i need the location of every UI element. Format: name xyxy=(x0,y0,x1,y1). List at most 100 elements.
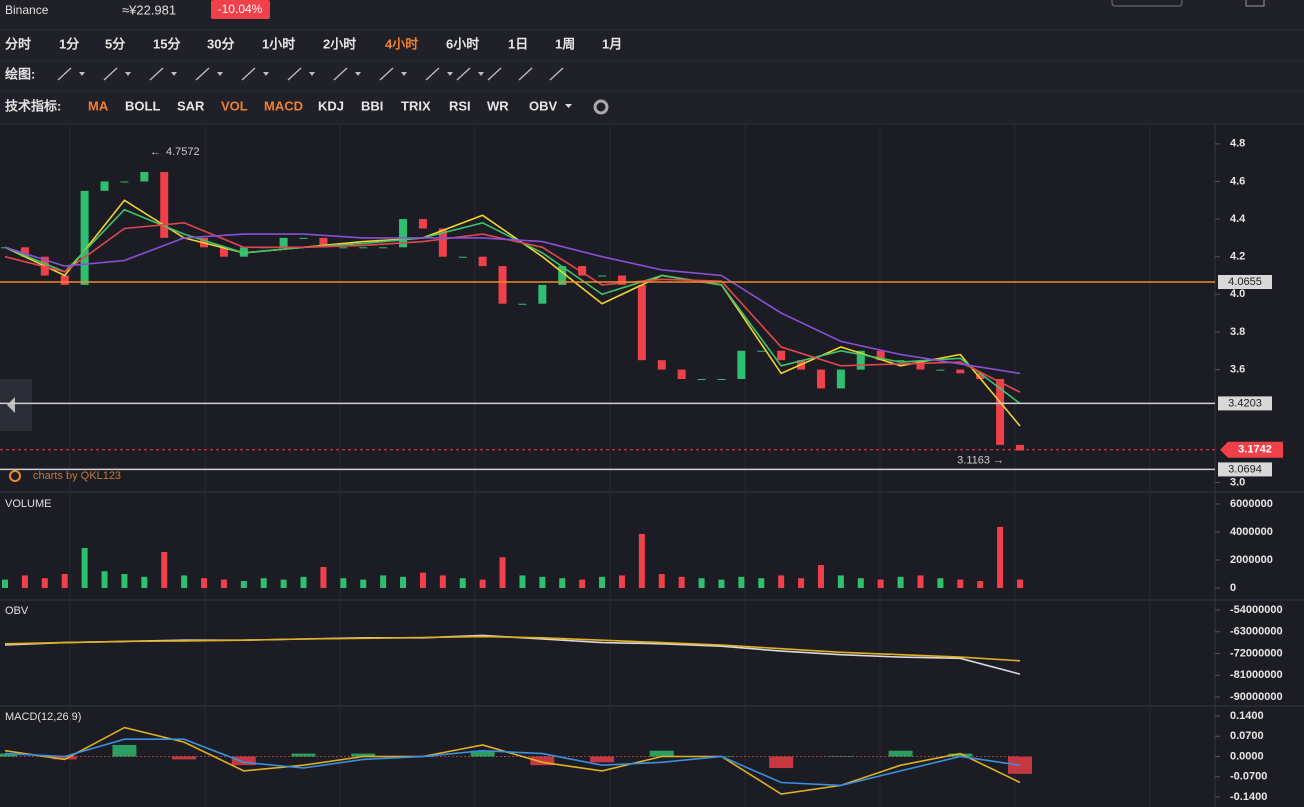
volume-bar xyxy=(360,579,367,589)
volume-bar xyxy=(380,575,387,589)
indicator-line xyxy=(4,738,1021,787)
y-tick-label: 4000000 xyxy=(1230,526,1273,538)
y-tick-label: 4.8 xyxy=(1230,138,1245,150)
dropdown xyxy=(79,72,85,76)
y-tick-label: -81000000 xyxy=(1230,669,1283,681)
timeframe[interactable]: 1小时 xyxy=(262,36,295,51)
candle xyxy=(518,303,527,305)
tool-icon[interactable] xyxy=(379,67,394,81)
tool-icon[interactable] xyxy=(149,67,164,81)
candle xyxy=(976,373,985,379)
y-tick-label: 4.4 xyxy=(1230,213,1246,225)
dropdown xyxy=(355,72,361,76)
indicator-line xyxy=(4,233,1021,375)
candle xyxy=(836,369,845,389)
tool-icon[interactable] xyxy=(518,67,533,81)
last-price-label: 3.1742 xyxy=(1238,444,1272,456)
tool-icon[interactable] xyxy=(287,67,302,81)
candle xyxy=(498,266,507,304)
volume-bar xyxy=(877,579,884,589)
candle xyxy=(359,247,368,249)
candle xyxy=(339,247,348,249)
histogram-bar xyxy=(0,753,17,757)
indicator-line xyxy=(4,635,1021,662)
volume-bar xyxy=(300,576,307,589)
indicator[interactable]: SAR xyxy=(177,98,205,113)
price: ≈¥22.981 xyxy=(122,2,176,17)
panel-title: OBV xyxy=(5,605,29,617)
candle xyxy=(60,275,69,285)
tool-icon[interactable] xyxy=(456,67,471,81)
candle xyxy=(538,284,547,304)
indicator-label: 技术指标: xyxy=(5,98,61,113)
candle xyxy=(100,181,109,191)
indicator[interactable]: WR xyxy=(487,98,509,113)
candle xyxy=(478,256,487,267)
y-tick-label: -0.0700 xyxy=(1230,771,1267,783)
dropdown xyxy=(565,104,572,108)
histogram-bar xyxy=(769,756,794,769)
volume-bar xyxy=(479,579,486,589)
tool-icon[interactable] xyxy=(549,67,564,81)
volume-bar xyxy=(718,579,725,589)
timeframe[interactable]: 1月 xyxy=(602,36,622,51)
y-tick-label: -63000000 xyxy=(1230,626,1283,638)
indicator-line xyxy=(4,221,1021,393)
volume-bar xyxy=(419,572,426,589)
volume-bar xyxy=(738,576,745,589)
volume-bar xyxy=(559,578,566,589)
indicator[interactable]: VOL xyxy=(221,98,248,113)
indicator[interactable]: RSI xyxy=(449,98,471,113)
indicator[interactable]: OBV xyxy=(529,98,558,113)
volume-bar xyxy=(798,578,805,589)
timeframe[interactable]: 分时 xyxy=(5,36,31,51)
volume-bar xyxy=(499,557,506,589)
indicator[interactable]: TRIX xyxy=(401,98,431,113)
volume-bar xyxy=(181,575,188,589)
settings[interactable] xyxy=(593,99,609,115)
timeframe[interactable]: 5分 xyxy=(105,36,125,51)
tool-icon[interactable] xyxy=(195,67,210,81)
volume-bar xyxy=(2,579,8,589)
histogram-bar xyxy=(351,753,376,757)
timeframe[interactable]: 15分 xyxy=(153,36,180,51)
dropdown xyxy=(309,72,315,76)
icon[interactable] xyxy=(1245,0,1265,7)
volume-bar xyxy=(817,565,824,589)
indicator[interactable]: BBI xyxy=(361,98,383,113)
tool-icon[interactable] xyxy=(333,67,348,81)
collapse-button[interactable] xyxy=(0,379,32,431)
y-tick-label: -0.1400 xyxy=(1230,791,1267,803)
tool-icon[interactable] xyxy=(103,67,118,81)
timeframe[interactable]: 2小时 xyxy=(323,36,356,51)
change-badge xyxy=(211,0,270,19)
candle xyxy=(279,237,288,248)
candle xyxy=(160,172,169,238)
tool-icon[interactable] xyxy=(425,67,440,81)
indicator[interactable]: MACD xyxy=(264,98,303,113)
indicator[interactable]: KDJ xyxy=(318,98,344,113)
volume-bar xyxy=(141,576,148,589)
timeframe[interactable]: 4小时 xyxy=(385,36,418,51)
candle xyxy=(319,237,328,248)
candle xyxy=(717,378,726,380)
volume-bar xyxy=(539,576,546,589)
candle xyxy=(80,190,89,285)
candle xyxy=(558,266,567,285)
histogram-bar xyxy=(112,744,137,757)
tool-icon[interactable] xyxy=(241,67,256,81)
tool-icon[interactable] xyxy=(487,67,502,81)
indicator[interactable]: MA xyxy=(88,98,109,113)
timeframe[interactable]: 1周 xyxy=(555,36,575,51)
timeframe[interactable]: 1日 xyxy=(508,36,528,51)
timeframe[interactable]: 30分 xyxy=(207,36,234,51)
tool-icon[interactable] xyxy=(57,67,72,81)
volume-bar xyxy=(758,578,765,589)
indicator[interactable]: BOLL xyxy=(125,98,160,113)
button[interactable] xyxy=(1111,0,1183,7)
volume-bar xyxy=(917,575,924,589)
level-tag xyxy=(1218,275,1272,290)
timeframe[interactable]: 6小时 xyxy=(446,36,479,51)
timeframe[interactable]: 1分 xyxy=(59,36,79,51)
y-tick-label: 3.0 xyxy=(1230,476,1245,488)
